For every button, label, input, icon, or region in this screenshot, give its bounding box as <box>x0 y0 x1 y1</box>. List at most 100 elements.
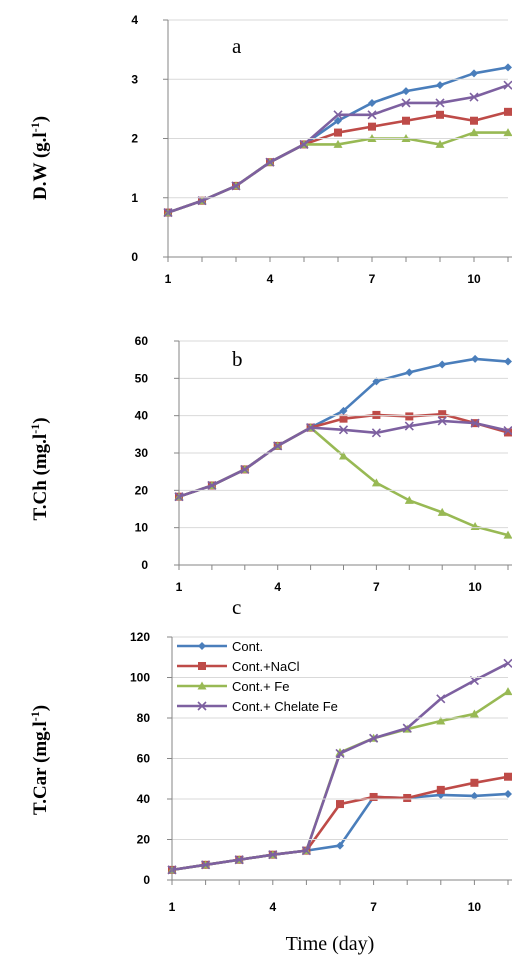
panel-b-point-cont-nacl <box>339 414 348 423</box>
panel-b-point-cont-chelate-fe <box>404 421 414 431</box>
panel-b-point-cont-fe <box>371 478 381 487</box>
panel-c-point-cont-fe <box>503 687 512 696</box>
legend-swatch-marker <box>198 662 206 670</box>
panel-b-point-cont-chelate-fe <box>273 441 283 451</box>
panel-b-point-cont-chelate-fe <box>207 480 217 491</box>
panel-c-x-tick-label: 10 <box>468 900 482 914</box>
panel-b-point-cont <box>405 368 414 377</box>
panel-b-point-cont <box>438 360 447 369</box>
panel-b-y-tick-label: 0 <box>141 558 148 572</box>
legend-item-cont-nacl: Cont.+NaCl <box>177 659 300 674</box>
panel-b-point-cont-chelate-fe <box>338 425 349 435</box>
legend-label: Cont.+ Chelate Fe <box>232 699 338 714</box>
legend-item-cont-chelate-fe: Cont.+ Chelate Fe <box>177 699 338 714</box>
panel-b-point-cont-fe <box>404 495 414 504</box>
panel-c-point-cont-nacl <box>336 800 344 809</box>
legend-label: Cont. <box>232 639 263 654</box>
panel-c-y-tick-label: 20 <box>137 833 151 847</box>
panel-a-point-cont-chelate-fe <box>231 181 241 191</box>
panel-a-point-cont-chelate-fe <box>503 80 512 90</box>
legend-swatch-marker <box>198 642 206 650</box>
panel-c-point-cont <box>504 789 512 798</box>
panel-a-point-cont-chelate-fe <box>333 110 343 120</box>
panel-c-y-tick-label: 100 <box>130 671 150 685</box>
panel-c-y-tick-label: 40 <box>137 792 151 806</box>
panel-a-point-cont-chelate-fe <box>401 98 411 108</box>
panel-c-series-line-cont-nacl <box>171 775 509 872</box>
panel-a-point-cont-nacl <box>334 128 342 137</box>
panel-c-point-cont <box>336 841 344 850</box>
panel-c-point-cont-fe <box>335 747 345 756</box>
panel-b-point-cont-nacl <box>438 410 447 419</box>
panel-c-point-cont-nacl <box>403 793 412 802</box>
panel-b-point-cont-fe <box>503 530 512 539</box>
panel-c-point-cont-chelate-fe <box>301 846 311 856</box>
panel-a-point-cont-nacl <box>436 110 444 119</box>
panel-a-y-tick-label: 1 <box>131 191 138 205</box>
panel-a-point-cont-nacl <box>470 116 478 125</box>
panel-c-point-cont <box>470 791 479 800</box>
panel-c-y-tick-label: 0 <box>143 873 150 887</box>
panel-a-point-cont <box>368 98 376 107</box>
legend-swatch-marker <box>197 701 207 711</box>
panel-b-x-tick-label: 7 <box>373 580 380 594</box>
panel-a: a D.W (g.l-1) 0 1 2 3 4 1 4 7 10 <box>28 13 512 286</box>
panel-b-y-tick-label: 60 <box>135 334 149 348</box>
panel-b-point-cont <box>339 406 348 415</box>
panel-b-point-cont-fe <box>339 451 348 460</box>
panel-a-x-tick-label: 1 <box>165 272 172 286</box>
legend-item-cont-fe: Cont.+ Fe <box>177 679 289 694</box>
panel-c: c T.Car (mg.l-1) 0 20 40 60 80 100 120 1 4 7 10 Co… <box>28 595 512 914</box>
panel-c-x-tick-label: 1 <box>169 900 176 914</box>
panel-b-series-line-cont-fe <box>178 426 509 537</box>
panel-b-y-tick-label: 40 <box>135 409 149 423</box>
panel-b-point-cont <box>372 377 381 386</box>
panel-c-point-cont-chelate-fe <box>402 723 412 733</box>
panel-a-y-tick-label: 0 <box>131 250 138 264</box>
panel-c-point-cont-chelate-fe <box>268 850 278 860</box>
panel-a-point-cont-fe <box>333 139 343 148</box>
panel-c-y-tick-label: 60 <box>137 752 151 766</box>
panel-a-x-tick-label: 10 <box>467 272 481 286</box>
panel-a-point-cont-chelate-fe <box>435 98 445 108</box>
panel-a-point-cont-nacl <box>368 122 376 131</box>
panel-c-point-cont-fe <box>469 709 479 718</box>
panel-b-point-cont-fe <box>437 507 447 516</box>
x-axis-label: Time (day) <box>286 933 375 955</box>
panel-c-y-axis-label: T.Car (mg.l-1) <box>28 705 51 815</box>
panel-a-point-cont-chelate-fe <box>299 139 309 149</box>
panel-c-point-cont-chelate-fe <box>335 748 345 759</box>
panel-c-point-cont-chelate-fe <box>234 855 244 865</box>
panel-c-label: c <box>232 595 241 619</box>
panel-b-point-cont-chelate-fe <box>306 423 316 433</box>
panel-b: b T.Ch (mg.l-1) 0 10 20 30 40 50 60 1 4 7 10 <box>28 334 512 594</box>
legend-item-cont: Cont. <box>177 639 263 654</box>
panel-a-point-cont-chelate-fe <box>265 157 275 167</box>
panel-b-point-cont-chelate-fe <box>503 426 512 436</box>
panel-b-y-tick-label: 50 <box>135 371 149 385</box>
panel-c-y-tick-label: 120 <box>130 630 150 644</box>
legend-label: Cont.+ Fe <box>232 679 289 694</box>
panel-b-y-tick-label: 20 <box>135 483 149 497</box>
panel-c-point-cont-chelate-fe <box>503 658 512 668</box>
panel-b-x-tick-label: 10 <box>468 580 482 594</box>
panel-c-series-line-cont-chelate-fe <box>171 662 509 872</box>
legend: Cont. Cont.+NaCl Cont.+ Fe Cont.+ Chelate F… <box>177 639 338 714</box>
panel-a-point-cont <box>470 69 478 78</box>
panel-c-point-cont-chelate-fe <box>201 860 211 870</box>
panel-b-y-tick-label: 30 <box>135 446 149 460</box>
panel-a-x-tick-label: 7 <box>369 272 376 286</box>
panel-c-x-tick-label: 7 <box>370 900 377 914</box>
panel-c-x-tick-label: 4 <box>269 900 276 914</box>
panel-a-point-cont-fe <box>503 128 512 137</box>
panel-a-x-tick-label: 4 <box>267 272 274 286</box>
panel-b-label: b <box>232 347 243 371</box>
panel-a-y-tick-label: 4 <box>131 13 138 27</box>
panel-c-point-cont-chelate-fe <box>436 694 446 704</box>
panel-c-point-cont-chelate-fe <box>369 733 379 743</box>
panel-a-point-cont <box>334 116 342 125</box>
panel-a-point-cont-chelate-fe <box>469 92 479 102</box>
panel-b-point-cont-nacl <box>504 428 512 437</box>
panel-a-series-line-cont-chelate-fe <box>167 83 509 214</box>
panel-a-y-axis-label: D.W (g.l-1) <box>28 116 51 200</box>
